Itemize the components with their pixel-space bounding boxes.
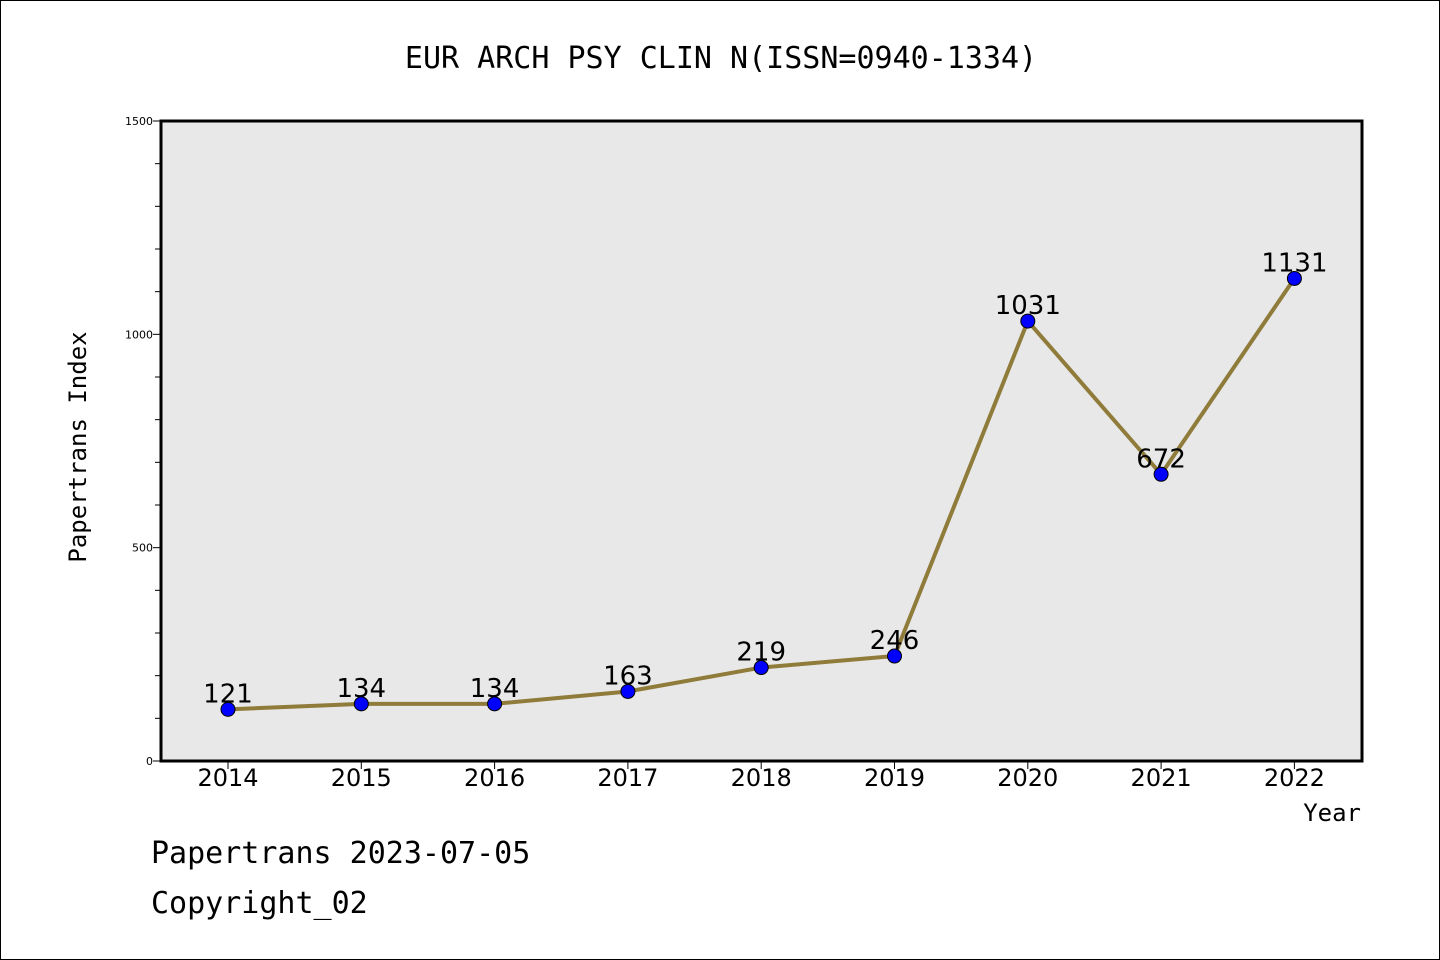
data-point-2022 (1286, 270, 1302, 286)
data-label-2019: 246 (870, 626, 920, 656)
x-axis: 2014 2015 2016 2017 2018 2019 2020 2021 2022 (197, 761, 1325, 792)
x-tick-label: 2022 (1264, 764, 1325, 792)
y-tick-label: 1000 (125, 328, 153, 341)
footer-copyright: Copyright_02 (151, 886, 368, 921)
x-tick-label: 2016 (464, 764, 525, 792)
footer-date: Papertrans 2023-07-05 (151, 836, 531, 871)
x-tick-label: 2021 (1131, 764, 1192, 792)
data-label-2020: 1031 (995, 291, 1061, 321)
data-point-2021 (1153, 466, 1169, 482)
y-tick-label: 1500 (125, 115, 153, 128)
y-axis-label: Papertrans Index (64, 331, 92, 562)
x-axis-label: Year (1303, 799, 1361, 827)
series-markers (220, 270, 1302, 717)
data-label-2015: 134 (336, 674, 386, 704)
x-tick-label: 2018 (731, 764, 792, 792)
x-tick-label: 2020 (997, 764, 1058, 792)
data-point-2019 (887, 648, 902, 664)
y-tick-label: 500 (132, 542, 153, 555)
plot-area (159, 119, 1364, 763)
data-label-2022: 1131 (1261, 248, 1327, 278)
data-point-2016 (487, 696, 503, 712)
data-point-2014 (220, 701, 236, 717)
data-labels: 121 134 134 163 219 246 1031 672 1131 (203, 248, 1327, 709)
y-tick-label: 0 (146, 755, 153, 768)
y-axis: 0 500 1000 1500 (125, 115, 161, 768)
data-point-2020 (1020, 313, 1036, 329)
data-label-2017: 163 (603, 661, 653, 691)
data-point-2018 (753, 660, 769, 676)
data-label-2016: 134 (470, 674, 520, 704)
x-tick-label: 2014 (197, 764, 258, 792)
data-label-2021: 672 (1136, 444, 1186, 474)
x-tick-label: 2015 (331, 764, 392, 792)
chart-title: EUR ARCH PSY CLIN N(ISSN=0940-1334) (405, 41, 1037, 76)
data-label-2018: 219 (736, 638, 786, 668)
x-tick-label: 2017 (597, 764, 658, 792)
data-point-2017 (620, 683, 636, 699)
x-tick-label: 2019 (864, 764, 925, 792)
data-label-2014: 121 (203, 679, 253, 709)
data-point-2015 (353, 696, 369, 712)
